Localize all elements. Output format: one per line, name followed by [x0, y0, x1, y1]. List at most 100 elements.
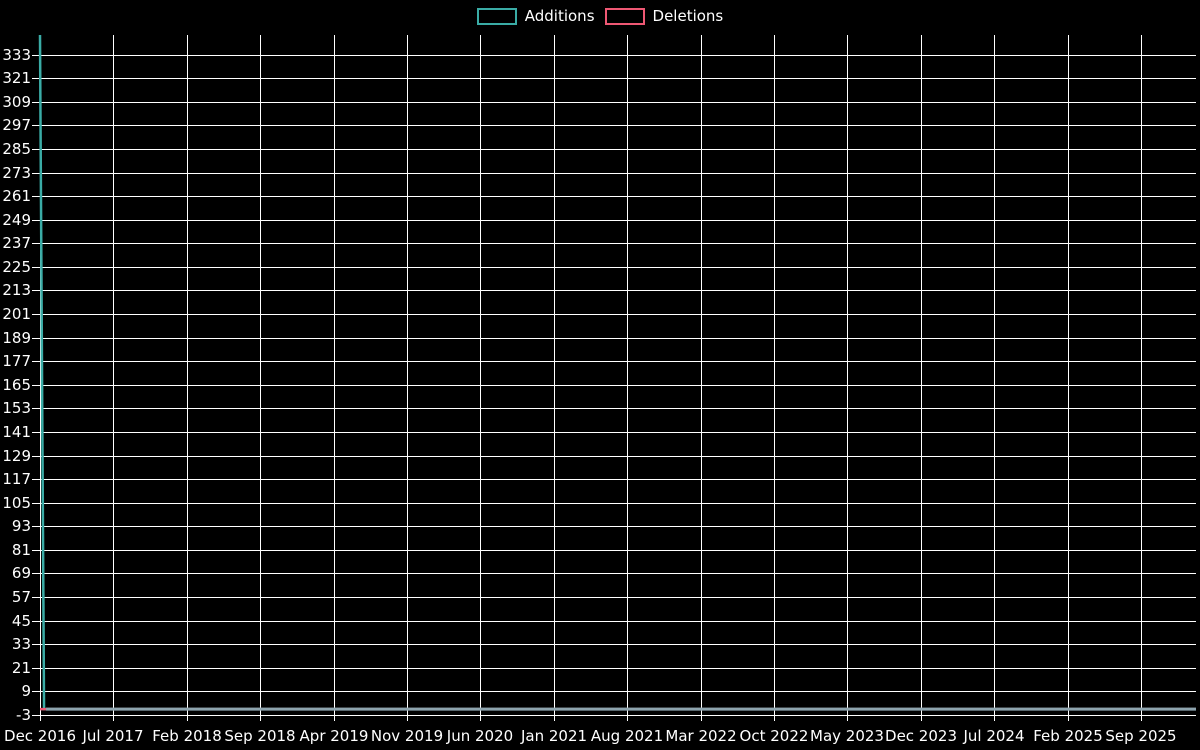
y-grid-line	[40, 715, 1196, 716]
y-tick-label: 33	[11, 635, 31, 653]
x-tick-label: Oct 2022	[739, 727, 809, 745]
y-grid-line	[40, 173, 1196, 174]
y-axis-tick-icon	[32, 55, 40, 56]
y-axis-tick-icon	[32, 479, 40, 480]
y-grid-line	[40, 290, 1196, 291]
x-axis-tick-icon	[921, 715, 922, 721]
x-tick-label: Dec 2016	[4, 727, 76, 745]
y-tick-label: -3	[16, 706, 31, 724]
x-tick-label: Jul 2024	[963, 727, 1025, 745]
x-axis-tick-icon	[260, 715, 261, 721]
x-grid-line	[921, 35, 922, 715]
legend-item-deletions[interactable]: Deletions	[604, 7, 724, 25]
x-axis-tick-icon	[701, 715, 702, 721]
y-tick-label: 105	[2, 494, 31, 512]
x-tick-label: Feb 2018	[152, 727, 222, 745]
y-axis-tick-icon	[32, 550, 40, 551]
y-grid-line	[40, 125, 1196, 126]
x-grid-line	[1141, 35, 1142, 715]
y-grid-line	[40, 550, 1196, 551]
y-tick-label: 81	[11, 541, 31, 559]
y-tick-label: 165	[2, 376, 31, 394]
x-grid-line	[1068, 35, 1069, 715]
y-grid-line	[40, 503, 1196, 504]
legend-item-additions[interactable]: Additions	[476, 7, 595, 25]
x-axis-tick-icon	[334, 715, 335, 721]
y-grid-line	[40, 621, 1196, 622]
y-grid-line	[40, 456, 1196, 457]
y-axis-tick-icon	[32, 102, 40, 103]
x-grid-line	[701, 35, 702, 715]
y-tick-label: 9	[21, 682, 31, 700]
x-tick-label: Apr 2019	[299, 727, 369, 745]
x-tick-label: Aug 2021	[590, 727, 664, 745]
y-axis-tick-icon	[32, 456, 40, 457]
y-tick-label: 189	[2, 329, 31, 347]
x-grid-line	[627, 35, 628, 715]
y-grid-line	[40, 267, 1196, 268]
y-grid-line	[40, 479, 1196, 480]
y-tick-label: 249	[2, 211, 31, 229]
y-axis-tick-icon	[32, 267, 40, 268]
y-grid-line	[40, 102, 1196, 103]
y-tick-label: 45	[11, 612, 31, 630]
series-plot	[38, 34, 1196, 711]
x-tick-label: Sep 2018	[224, 727, 296, 745]
x-tick-label: Jan 2021	[520, 727, 588, 745]
y-axis-tick-icon	[32, 125, 40, 126]
additions-legend-swatch-icon	[476, 7, 517, 25]
y-axis-tick-icon	[32, 432, 40, 433]
x-grid-line	[407, 35, 408, 715]
chart-legend: Additions Deletions	[0, 7, 1200, 25]
y-grid-line	[40, 385, 1196, 386]
x-grid-line	[260, 35, 261, 715]
y-grid-line	[40, 78, 1196, 79]
x-grid-line	[847, 35, 848, 715]
y-grid-line	[40, 220, 1196, 221]
y-tick-label: 117	[2, 470, 31, 488]
y-tick-label: 309	[2, 93, 31, 111]
y-axis-tick-icon	[32, 338, 40, 339]
y-grid-line	[40, 149, 1196, 150]
x-axis-tick-icon	[1068, 715, 1069, 721]
x-axis-tick-icon	[554, 715, 555, 721]
y-grid-line	[40, 314, 1196, 315]
y-tick-label: 93	[11, 517, 31, 535]
x-axis-tick-icon	[187, 715, 188, 721]
additions-legend-label: Additions	[524, 7, 595, 25]
x-axis-tick-icon	[994, 715, 995, 721]
x-tick-label: Jun 2020	[446, 727, 514, 745]
y-tick-label: 285	[2, 140, 31, 158]
y-grid-line	[40, 526, 1196, 527]
x-axis-tick-icon	[627, 715, 628, 721]
y-grid-line	[40, 243, 1196, 244]
x-tick-label: Sep 2025	[1105, 727, 1177, 745]
x-tick-label: Jul 2017	[82, 727, 144, 745]
y-axis-tick-icon	[32, 621, 40, 622]
y-axis-tick-icon	[32, 668, 40, 669]
y-grid-line	[40, 361, 1196, 362]
y-axis-tick-icon	[32, 526, 40, 527]
y-axis-tick-icon	[32, 149, 40, 150]
x-axis-tick-icon	[480, 715, 481, 721]
deletions-legend-label: Deletions	[652, 7, 724, 25]
y-tick-label: 225	[2, 258, 31, 276]
y-grid-line	[40, 196, 1196, 197]
x-grid-line	[554, 35, 555, 715]
x-grid-line	[480, 35, 481, 715]
y-tick-label: 69	[11, 564, 31, 582]
y-axis-tick-icon	[32, 597, 40, 598]
y-tick-label: 297	[2, 116, 31, 134]
y-axis-tick-icon	[32, 644, 40, 645]
y-axis-tick-icon	[32, 408, 40, 409]
y-axis-tick-icon	[32, 173, 40, 174]
y-axis-tick-icon	[32, 385, 40, 386]
x-grid-line	[334, 35, 335, 715]
y-tick-label: 213	[2, 281, 31, 299]
x-axis-tick-icon	[113, 715, 114, 721]
y-tick-label: 273	[2, 164, 31, 182]
y-grid-line	[40, 644, 1196, 645]
x-axis-tick-icon	[847, 715, 848, 721]
y-grid-line	[40, 573, 1196, 574]
